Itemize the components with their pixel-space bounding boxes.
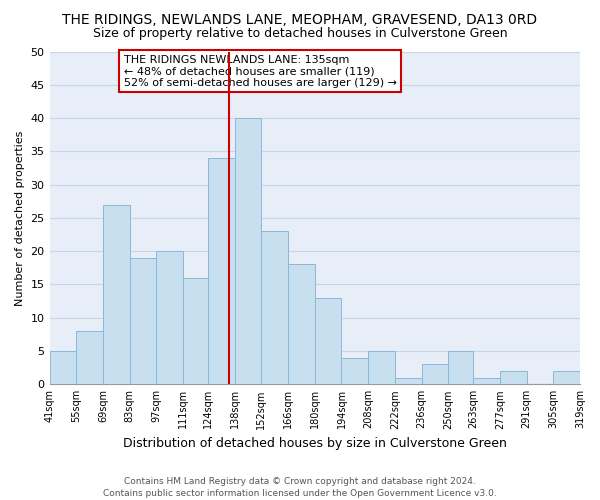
- Bar: [262, 231, 288, 384]
- Text: Contains HM Land Registry data © Crown copyright and database right 2024.
Contai: Contains HM Land Registry data © Crown c…: [103, 476, 497, 498]
- X-axis label: Distribution of detached houses by size in Culverstone Green: Distribution of detached houses by size …: [123, 437, 507, 450]
- Bar: [76, 331, 103, 384]
- Bar: [553, 371, 580, 384]
- Bar: [422, 364, 448, 384]
- Text: Size of property relative to detached houses in Culverstone Green: Size of property relative to detached ho…: [92, 28, 508, 40]
- Text: THE RIDINGS NEWLANDS LANE: 135sqm
← 48% of detached houses are smaller (119)
52%: THE RIDINGS NEWLANDS LANE: 135sqm ← 48% …: [124, 55, 397, 88]
- Bar: [288, 264, 315, 384]
- Bar: [500, 371, 527, 384]
- Bar: [395, 378, 422, 384]
- Bar: [473, 378, 500, 384]
- Bar: [157, 251, 183, 384]
- Bar: [130, 258, 157, 384]
- Bar: [208, 158, 235, 384]
- Bar: [50, 351, 76, 384]
- Bar: [315, 298, 341, 384]
- Bar: [183, 278, 208, 384]
- Y-axis label: Number of detached properties: Number of detached properties: [15, 130, 25, 306]
- Text: THE RIDINGS, NEWLANDS LANE, MEOPHAM, GRAVESEND, DA13 0RD: THE RIDINGS, NEWLANDS LANE, MEOPHAM, GRA…: [62, 12, 538, 26]
- Bar: [103, 204, 130, 384]
- Bar: [448, 351, 473, 384]
- Bar: [341, 358, 368, 384]
- Bar: [235, 118, 262, 384]
- Bar: [368, 351, 395, 384]
